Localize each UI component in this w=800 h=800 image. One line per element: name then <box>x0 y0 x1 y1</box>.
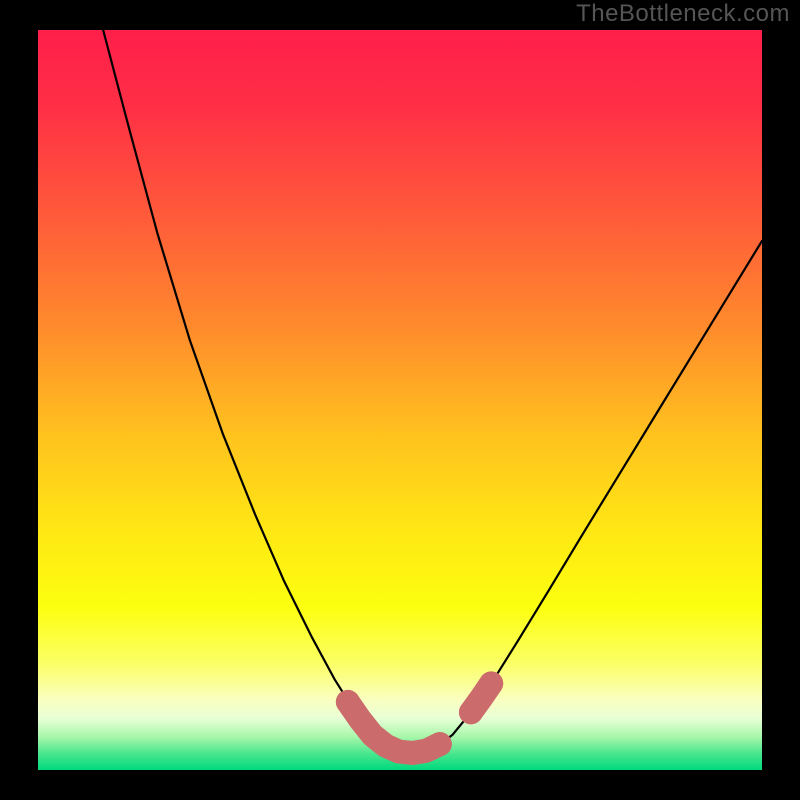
bottleneck-chart <box>0 0 800 800</box>
bead-dot <box>428 732 452 756</box>
bead-dot <box>479 671 503 695</box>
bead-dot <box>351 711 369 729</box>
plot-background <box>38 30 762 770</box>
bead-dot <box>336 690 360 714</box>
watermark-text: TheBottleneck.com <box>576 0 790 28</box>
